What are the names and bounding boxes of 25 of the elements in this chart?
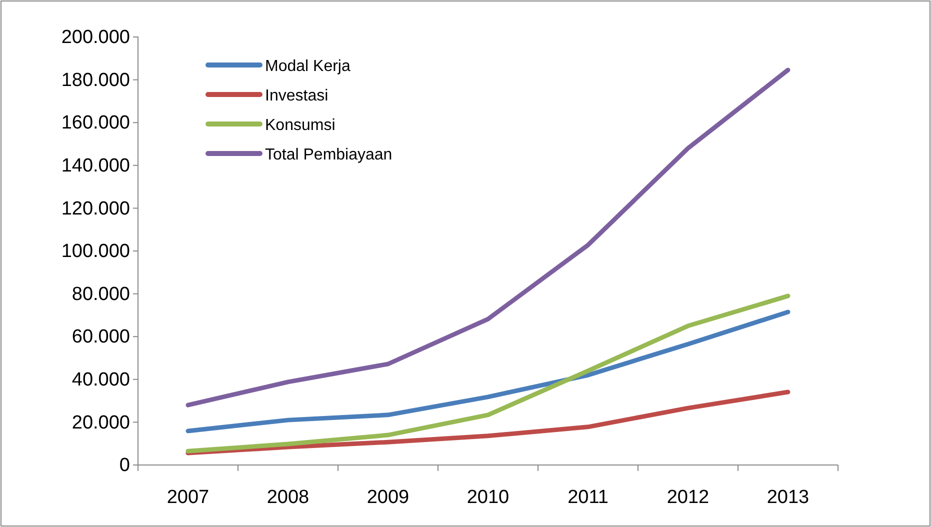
x-tick-label: 2009: [366, 487, 410, 508]
y-tick-label: 140.000: [61, 155, 130, 176]
line-series: [186, 294, 790, 454]
legend-label: Modal Kerja: [265, 58, 350, 75]
y-tick-label: 20.000: [72, 412, 130, 434]
y-tick-label: 180.000: [61, 70, 130, 91]
x-tick-label: 2010: [466, 487, 510, 508]
y-tick-label: 60.000: [72, 326, 130, 348]
y-tick-label: 80.000: [72, 284, 130, 305]
line-series: [186, 310, 790, 434]
legend-label: Total Pembiayaan: [265, 146, 392, 164]
x-tick-label: 2011: [568, 487, 608, 508]
x-tick-label: 2007: [166, 487, 210, 508]
y-tick-label: 0: [119, 455, 130, 476]
legend-label: Konsumsi: [265, 117, 336, 134]
x-tick-label: 2013: [766, 487, 810, 508]
y-tick-label: 40.000: [72, 369, 130, 390]
y-tick-label: 160.000: [61, 112, 130, 134]
y-tick-label: 200.000: [61, 27, 130, 48]
legend-label: Investasi: [265, 88, 328, 104]
y-tick-label: 120.000: [61, 198, 130, 220]
y-tick-label: 100.000: [61, 241, 130, 262]
line-series: [186, 390, 790, 456]
x-tick-label: 2012: [666, 487, 710, 508]
x-tick-label: 2008: [266, 487, 310, 508]
